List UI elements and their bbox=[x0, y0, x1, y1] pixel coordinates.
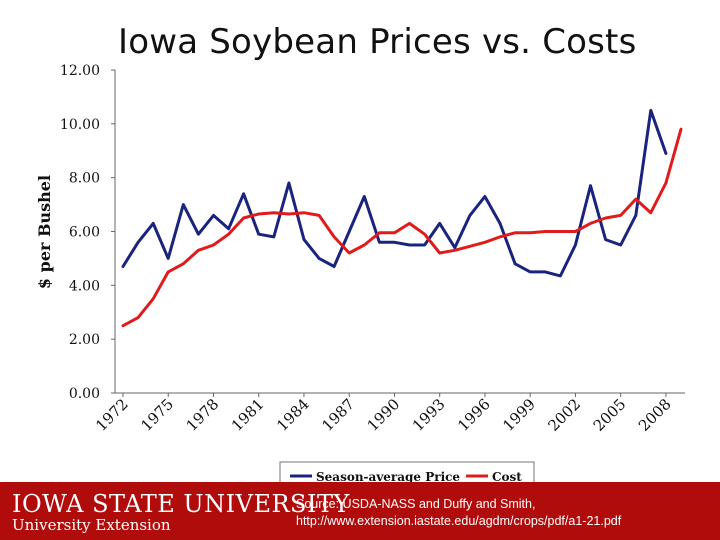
x-tick-label: 1975 bbox=[137, 395, 177, 435]
series-line-cost bbox=[121, 127, 683, 328]
y-tick-label: 8.00 bbox=[69, 171, 100, 187]
y-axis-label: $ per Bushel bbox=[35, 175, 54, 289]
x-tick-label: 1996 bbox=[454, 395, 494, 435]
x-tick-label: 2002 bbox=[545, 395, 585, 435]
y-tick-label: 12.00 bbox=[60, 63, 100, 79]
legend-cost-label: Cost bbox=[492, 470, 522, 484]
chart-axes bbox=[111, 69, 685, 397]
source-line-1: Source: USDA-NASS and Duffy and Smith, bbox=[296, 497, 536, 511]
x-tick-label: 1993 bbox=[409, 395, 449, 435]
x-tick-label: 1978 bbox=[183, 395, 223, 435]
x-tick-label: 1981 bbox=[228, 395, 268, 435]
x-tick-label: 2005 bbox=[590, 395, 630, 435]
x-tick-label: 1984 bbox=[273, 395, 313, 435]
university-wordmark: IOWA STATE UNIVERSITY bbox=[12, 490, 350, 518]
y-tick-label: 0.00 bbox=[69, 386, 100, 402]
y-tick-label: 2.00 bbox=[69, 332, 100, 348]
x-tick-label: 1990 bbox=[364, 395, 404, 435]
x-tick-label: 2008 bbox=[635, 395, 675, 435]
source-line-2: http://www.extension.iastate.edu/agdm/cr… bbox=[296, 514, 622, 528]
footer-bar: IOWA STATE UNIVERSITY University Extensi… bbox=[0, 482, 720, 540]
extension-label: University Extension bbox=[12, 516, 171, 534]
slide-title: Iowa Soybean Prices vs. Costs bbox=[118, 22, 637, 62]
y-tick-label: 10.00 bbox=[60, 117, 100, 133]
y-tick-label: 4.00 bbox=[69, 278, 100, 294]
x-tick-label: 1999 bbox=[499, 395, 539, 435]
y-tick-label: 6.00 bbox=[69, 225, 100, 241]
chart-series bbox=[121, 108, 683, 328]
series-line-price bbox=[121, 108, 668, 278]
source-note: Source: USDA-NASS and Duffy and Smith, h… bbox=[296, 496, 621, 530]
legend-price-label: Season-average Price bbox=[316, 470, 460, 484]
x-tick-label: 1987 bbox=[318, 395, 358, 435]
y-tick-labels: 0.00 2.00 4.00 6.00 8.00 10.00 12.00 bbox=[60, 63, 100, 402]
x-tick-labels: 1972 1975 1978 1981 1984 1987 1990 1993 1996 1999… bbox=[92, 395, 675, 435]
